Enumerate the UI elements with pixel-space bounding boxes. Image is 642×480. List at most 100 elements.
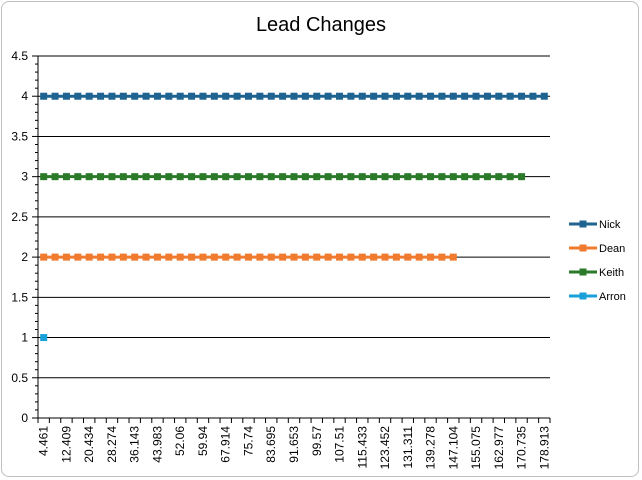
data-point: [199, 173, 207, 181]
gridlines: [38, 55, 550, 379]
data-point: [210, 92, 218, 100]
legend-item-dean: Dean: [569, 243, 625, 255]
data-point: [313, 253, 321, 261]
data-point: [188, 92, 196, 100]
y-tick-label: 0: [21, 411, 28, 425]
data-point: [449, 253, 457, 261]
x-tick-label: 43.983: [150, 426, 164, 463]
data-point: [210, 173, 218, 181]
data-point: [199, 92, 207, 100]
data-point: [119, 173, 127, 181]
x-tick-label: 107.51: [333, 426, 347, 463]
data-point: [427, 173, 435, 181]
data-point: [119, 92, 127, 100]
data-point: [370, 173, 378, 181]
data-point: [40, 334, 48, 342]
data-point: [336, 173, 344, 181]
data-point: [131, 253, 139, 261]
data-point: [404, 173, 412, 181]
data-point: [324, 253, 332, 261]
y-tick-label: 3.5: [11, 129, 28, 143]
legend-item-arron: Arron: [569, 291, 626, 303]
x-tick-label: 139.278: [424, 426, 438, 470]
data-point: [370, 253, 378, 261]
data-point: [518, 92, 526, 100]
data-point: [449, 92, 457, 100]
x-tick-label: 83.695: [264, 426, 278, 463]
data-point: [233, 173, 241, 181]
data-point: [153, 253, 161, 261]
legend-label: Keith: [599, 267, 624, 279]
data-point: [188, 253, 196, 261]
y-tick-label: 4: [21, 89, 28, 103]
data-point: [142, 92, 150, 100]
x-tick-label: 131.311: [401, 426, 415, 469]
data-point: [404, 92, 412, 100]
data-point: [540, 92, 548, 100]
data-point: [518, 173, 526, 181]
data-point: [176, 253, 184, 261]
data-point: [392, 253, 400, 261]
data-point: [313, 92, 321, 100]
data-point: [244, 173, 252, 181]
legend-label: Dean: [599, 243, 625, 255]
data-point: [336, 92, 344, 100]
data-point: [62, 92, 70, 100]
data-point: [336, 253, 344, 261]
legend-marker: [579, 268, 587, 276]
x-tick-label: 20.434: [82, 426, 96, 463]
data-point: [40, 173, 48, 181]
data-point: [97, 253, 105, 261]
series-layer: [40, 92, 548, 342]
data-point: [449, 173, 457, 181]
data-point: [381, 253, 389, 261]
data-point: [85, 173, 93, 181]
data-point: [108, 253, 116, 261]
data-point: [165, 253, 173, 261]
data-point: [97, 92, 105, 100]
data-point: [233, 253, 241, 261]
data-point: [119, 253, 127, 261]
x-tick-label: 67.914: [219, 426, 233, 463]
data-point: [415, 253, 423, 261]
data-point: [256, 92, 264, 100]
data-point: [233, 92, 241, 100]
data-point: [370, 92, 378, 100]
data-point: [267, 173, 275, 181]
data-point: [347, 92, 355, 100]
data-point: [40, 253, 48, 261]
data-point: [506, 173, 514, 181]
data-point: [222, 173, 230, 181]
x-tick-label: 170.735: [515, 426, 529, 470]
x-tick-label: 178.913: [537, 426, 551, 470]
data-point: [188, 173, 196, 181]
data-point: [244, 253, 252, 261]
data-point: [131, 92, 139, 100]
data-point: [85, 92, 93, 100]
data-point: [108, 173, 116, 181]
y-tick-label: 4.5: [11, 49, 28, 63]
data-point: [472, 92, 480, 100]
series-dean: [40, 253, 457, 261]
data-point: [495, 92, 503, 100]
data-point: [483, 92, 491, 100]
x-tick-label: 52.06: [173, 426, 187, 456]
axes: 0 0.5 1 1.5 2 2.5 3 3.5 4 4.5 4.461 12.409 20.434 28.…: [11, 49, 551, 469]
data-point: [153, 173, 161, 181]
legend-marker: [579, 244, 587, 252]
data-point: [74, 253, 82, 261]
data-point: [358, 173, 366, 181]
data-point: [324, 173, 332, 181]
data-point: [176, 92, 184, 100]
data-point: [358, 92, 366, 100]
data-point: [85, 253, 93, 261]
data-point: [51, 173, 59, 181]
x-tick-label: 12.409: [59, 426, 73, 463]
data-point: [506, 92, 514, 100]
y-tick-label: 1.5: [11, 290, 28, 304]
legend: Nick Dean Keith Arron: [569, 219, 626, 303]
data-point: [301, 173, 309, 181]
data-point: [267, 253, 275, 261]
data-point: [347, 173, 355, 181]
data-point: [267, 92, 275, 100]
